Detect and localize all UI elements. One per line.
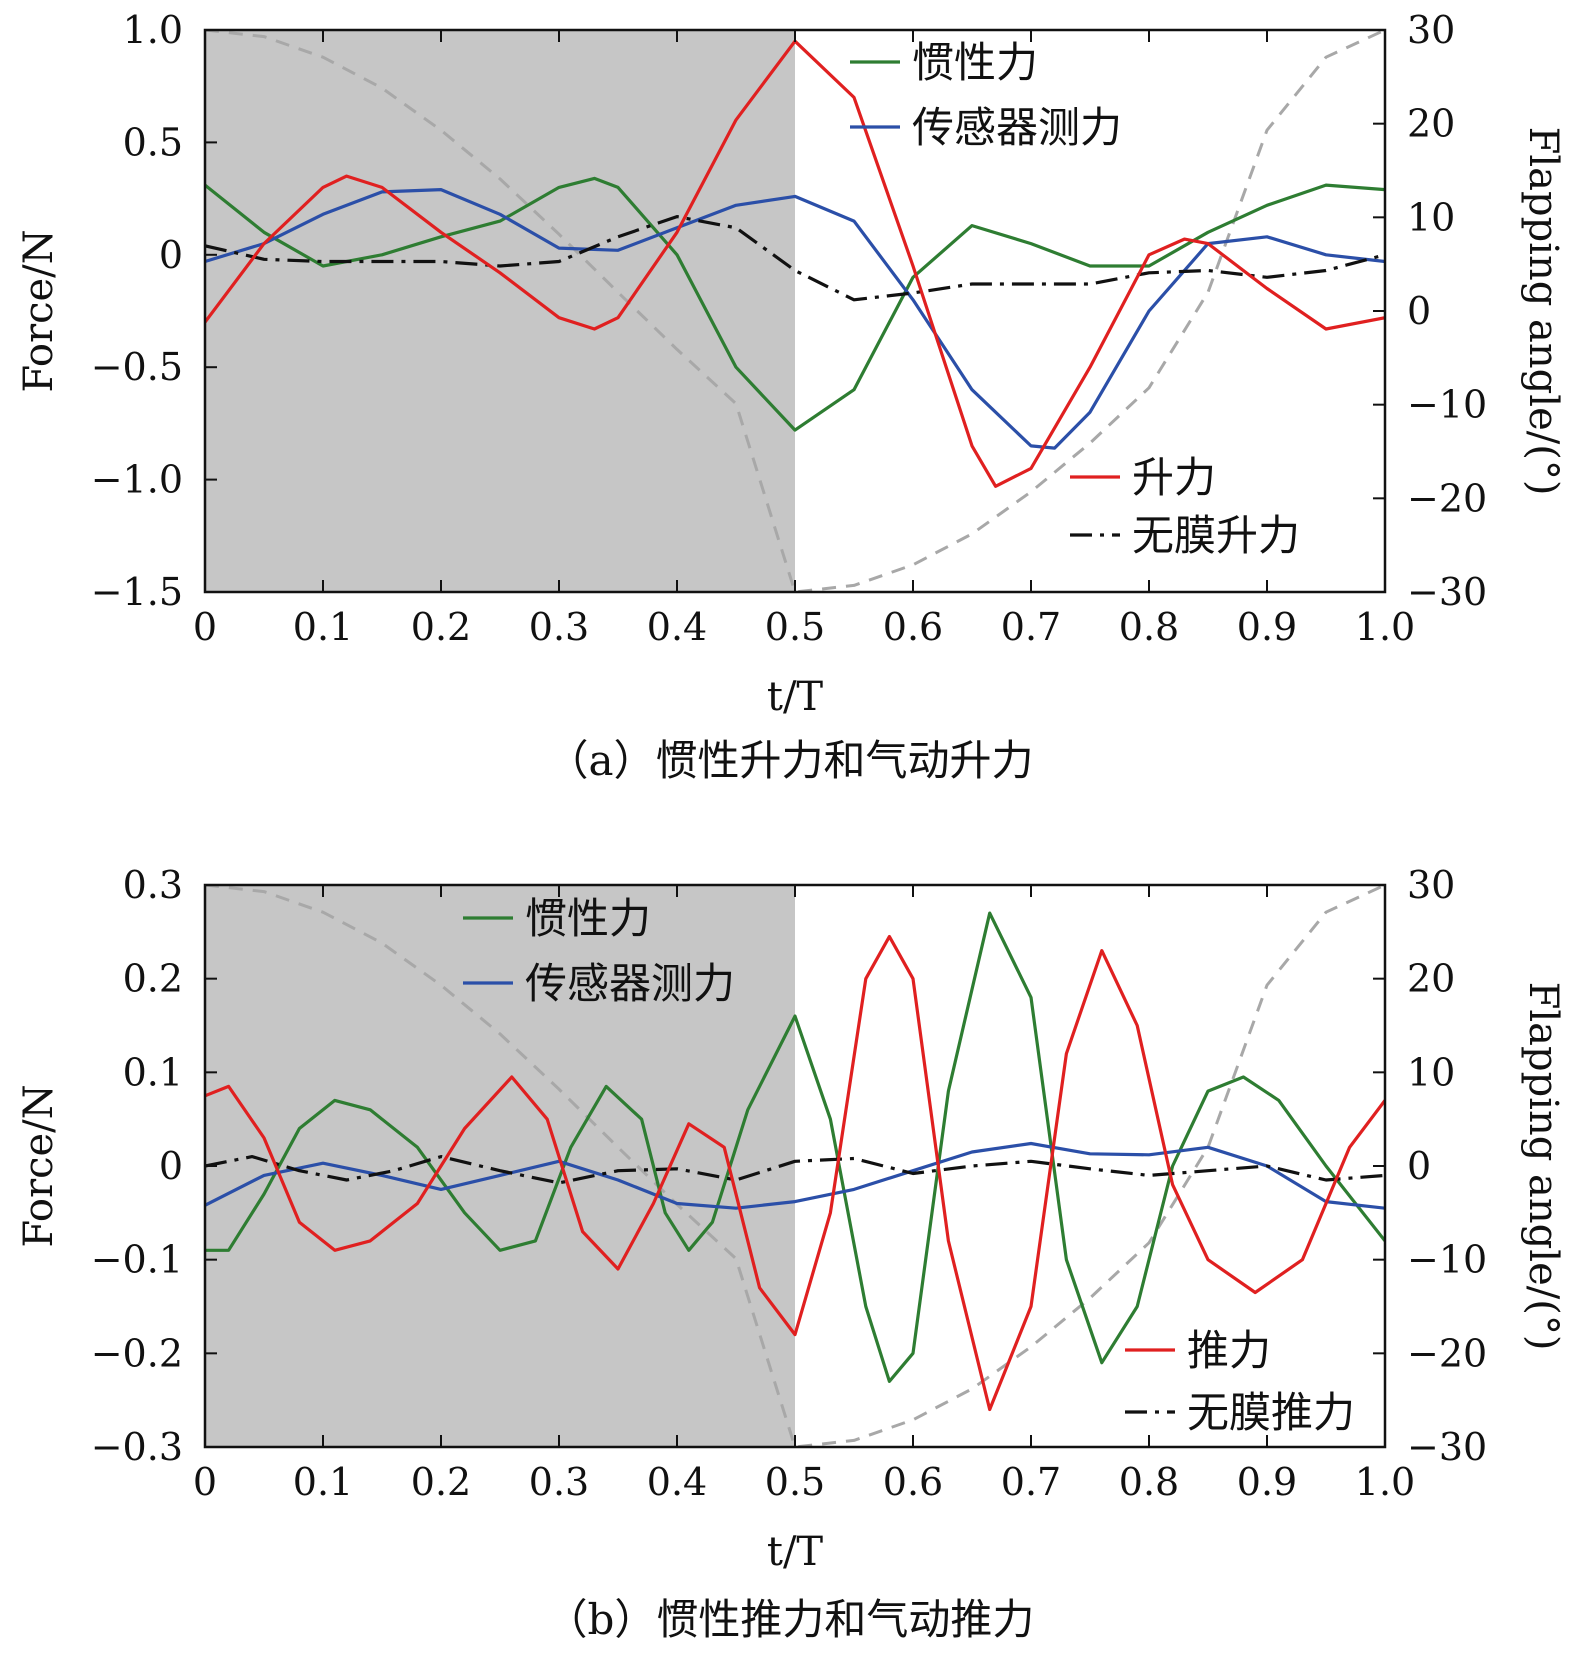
y-right-tick-label: −30 [1407, 1425, 1487, 1469]
y-right-tick-label: −30 [1407, 570, 1487, 614]
series-line-4 [205, 215, 1385, 302]
series-line-2 [205, 188, 1385, 450]
x-tick-label: 0.3 [529, 1460, 589, 1504]
x-tick-label: 0.7 [1001, 1460, 1061, 1504]
figure-caption: （a）惯性升力和气动升力 [546, 736, 1033, 785]
x-tick-label: 0.4 [647, 605, 707, 649]
y-tick-label: −1.0 [91, 458, 183, 502]
series-line-1 [205, 911, 1385, 1384]
flapping-angle-line [205, 30, 1385, 592]
x-axis-label: t/T [767, 1529, 824, 1575]
y-right-tick-label: 0 [1407, 289, 1431, 333]
x-tick-label: 0.5 [765, 1460, 825, 1504]
legend-label: 无膜推力 [1187, 1388, 1355, 1437]
y-tick-label: 0.1 [123, 1050, 183, 1094]
y-right-tick-label: −20 [1407, 476, 1487, 520]
y-axis-label: Force/N [16, 1084, 62, 1247]
x-tick-label: 1.0 [1355, 1460, 1415, 1504]
y-right-tick-label: −20 [1407, 1331, 1487, 1375]
x-tick-label: 0.1 [293, 605, 353, 649]
x-tick-label: 0.9 [1237, 1460, 1297, 1504]
plot-area [205, 885, 1385, 1447]
y-right-axis-label: Flapping angle/(°) [1520, 982, 1566, 1351]
y-tick-label: −0.5 [91, 345, 183, 389]
x-tick-label: 0.4 [647, 1460, 707, 1504]
panel-a: 0 0.1 0.2 0.3 0.4 0.5 0.6 0.7 0.8 0.9 1.0 1.0 0.5 0 −0… [16, 8, 1566, 785]
y-right-axis-label: Flapping angle/(°) [1520, 127, 1566, 496]
x-tick-label: 0.6 [883, 605, 943, 649]
flapping-angle-line [205, 885, 1385, 1447]
x-tick-label: 1.0 [1355, 605, 1415, 649]
legend-label: 惯性力 [525, 894, 651, 943]
y-axis-label: Force/N [16, 229, 62, 392]
y-right-tick-label: −10 [1407, 1238, 1487, 1282]
x-tick-label: 0.9 [1237, 605, 1297, 649]
legend-label: 惯性力 [912, 38, 1038, 87]
shaded-region [205, 30, 795, 592]
y-right-tick-label: 0 [1407, 1144, 1431, 1188]
x-tick-label: 0.8 [1119, 605, 1179, 649]
x-tick-label: 0.2 [411, 1460, 471, 1504]
legend-label: 传感器测力 [525, 959, 735, 1008]
series-line-3 [205, 934, 1385, 1412]
y-right-tick-label: 20 [1407, 102, 1455, 146]
x-tick-label: 0.7 [1001, 605, 1061, 649]
y-tick-label: 0 [159, 1144, 183, 1188]
x-tick-label: 0.1 [293, 1460, 353, 1504]
legend-label: 升力 [1132, 453, 1216, 502]
figure-caption: （b）惯性推力和气动推力 [546, 1595, 1035, 1644]
y-tick-label: 0.3 [123, 863, 183, 907]
y-right-tick-label: 30 [1407, 863, 1455, 907]
x-tick-label: 0.2 [411, 605, 471, 649]
y-tick-label: 0.5 [123, 120, 183, 164]
y-tick-label: −0.3 [91, 1425, 183, 1469]
x-axis-label: t/T [767, 674, 824, 720]
x-tick-label: 0 [193, 1460, 217, 1504]
legend-label: 传感器测力 [912, 103, 1122, 152]
x-tick-label: 0.3 [529, 605, 589, 649]
legend-label: 无膜升力 [1132, 511, 1300, 560]
y-right-tick-label: 30 [1407, 8, 1455, 52]
x-tick-label: 0 [193, 605, 217, 649]
y-tick-label: 1.0 [123, 8, 183, 52]
y-tick-label: 0 [159, 233, 183, 277]
y-right-tick-label: −10 [1407, 383, 1487, 427]
series-line-1 [205, 176, 1385, 432]
series-line-2 [205, 1141, 1385, 1210]
y-tick-label: 0.2 [123, 957, 183, 1001]
x-tick-label: 0.8 [1119, 1460, 1179, 1504]
y-tick-label: −1.5 [91, 570, 183, 614]
legend-label: 推力 [1187, 1326, 1271, 1375]
x-tick-label: 0.6 [883, 1460, 943, 1504]
y-right-tick-label: 10 [1407, 1050, 1455, 1094]
y-right-tick-label: 20 [1407, 957, 1455, 1001]
y-tick-label: −0.2 [91, 1331, 183, 1375]
series-line-4 [205, 1154, 1385, 1185]
x-tick-label: 0.5 [765, 605, 825, 649]
y-tick-label: −0.1 [91, 1238, 183, 1282]
y-right-tick-label: 10 [1407, 195, 1455, 239]
panel-b: 0 0.1 0.2 0.3 0.4 0.5 0.6 0.7 0.8 0.9 1.0 0.3 0.2 0.1… [16, 863, 1566, 1644]
